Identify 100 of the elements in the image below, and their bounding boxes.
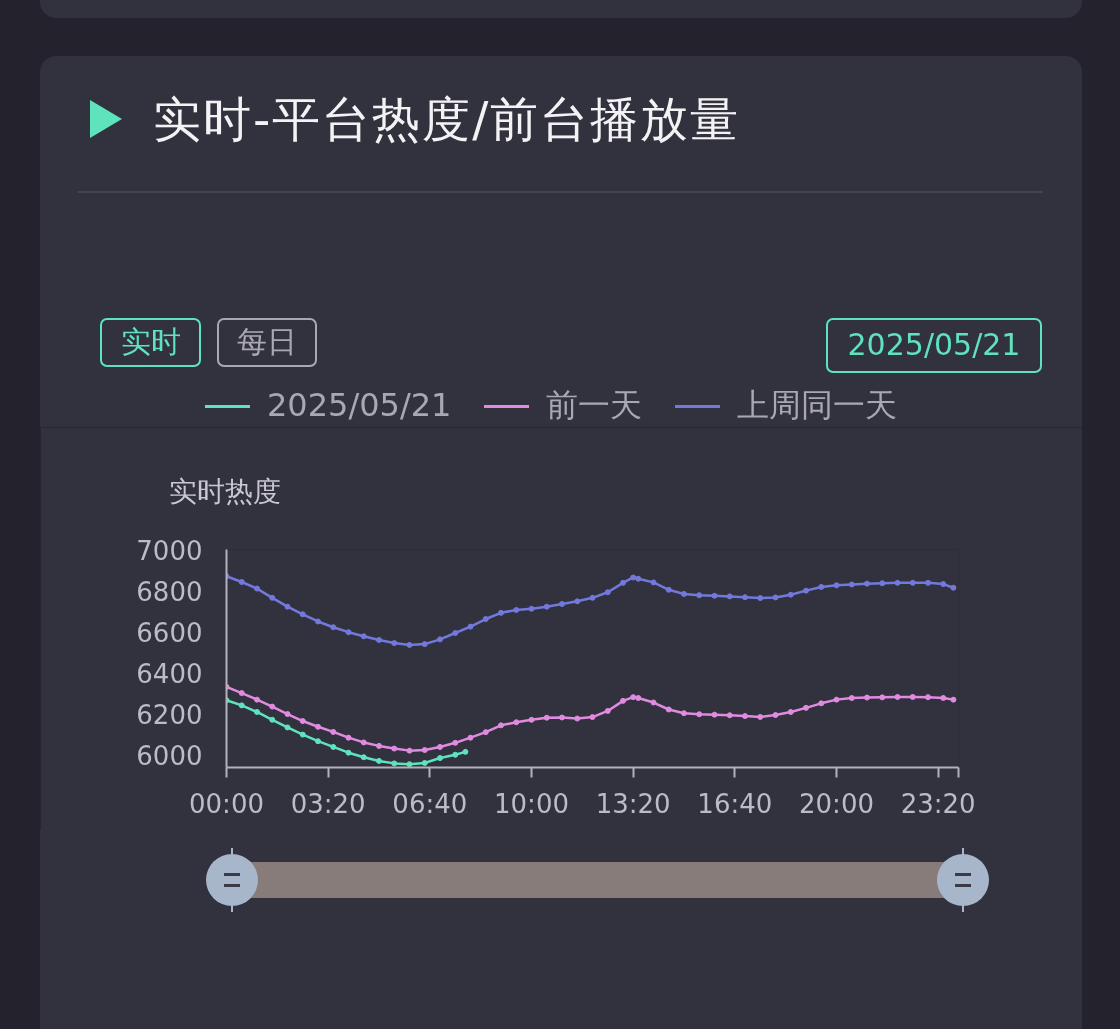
point (940, 581, 947, 588)
point (620, 579, 626, 586)
text: 每日 (217, 318, 317, 367)
y-tick-label: 6800 (136, 576, 203, 607)
y-tick-label: 6400 (136, 658, 203, 689)
point (726, 593, 733, 600)
point (620, 697, 626, 704)
x-tick-label: 23:20 (900, 788, 976, 819)
point (513, 719, 520, 726)
point (879, 694, 886, 701)
x-tick-label: 03:20 (290, 788, 366, 819)
point (787, 708, 794, 715)
point (726, 712, 733, 719)
point (950, 696, 957, 703)
point (330, 728, 337, 735)
point (238, 690, 245, 697)
legend-label: 上周同一天 (737, 385, 898, 427)
point (630, 574, 637, 581)
point (894, 693, 901, 700)
point (254, 696, 260, 703)
point (315, 738, 321, 745)
point (803, 587, 809, 594)
point (269, 703, 276, 710)
point (360, 633, 367, 640)
point (391, 745, 398, 752)
point (757, 713, 764, 720)
point (437, 636, 443, 643)
point (909, 693, 916, 700)
point (406, 641, 413, 648)
point (559, 714, 565, 721)
point (665, 586, 672, 593)
point (543, 603, 550, 610)
point (391, 640, 398, 647)
point (864, 694, 870, 701)
point (742, 594, 748, 601)
x-tick-label: 06:40 (392, 788, 468, 819)
point (711, 711, 718, 718)
point (543, 714, 550, 721)
point (299, 611, 306, 618)
point (909, 579, 916, 586)
point (742, 713, 748, 720)
point (360, 754, 367, 761)
y-tick-label: 6600 (136, 617, 203, 648)
chart-title: 实时-平台热度/前台播放量 (153, 91, 741, 147)
point (376, 757, 382, 764)
point (950, 584, 957, 591)
point (421, 747, 428, 754)
point (299, 731, 306, 738)
point (269, 594, 276, 601)
point (696, 592, 703, 599)
point (574, 598, 581, 605)
point (452, 751, 459, 758)
point (498, 722, 504, 729)
point (833, 696, 840, 703)
point (681, 710, 687, 717)
point (437, 755, 443, 762)
point (833, 582, 840, 589)
text: 实时 (100, 318, 201, 367)
point (315, 618, 321, 625)
point (482, 729, 489, 736)
point (650, 579, 657, 586)
point (665, 706, 672, 713)
point (879, 580, 886, 587)
point (818, 700, 825, 707)
point (391, 760, 398, 767)
x-tick-label: 00:00 (189, 788, 264, 819)
point (421, 759, 428, 766)
point (345, 749, 352, 756)
point (482, 616, 489, 623)
point (559, 601, 565, 607)
point (574, 715, 581, 722)
point (315, 723, 321, 730)
point (772, 594, 779, 601)
point (635, 694, 642, 701)
point (589, 594, 596, 601)
point (269, 716, 276, 723)
point (772, 712, 779, 719)
point (528, 716, 535, 723)
point (864, 580, 870, 587)
point (630, 694, 637, 701)
y-tick-label: 6000 (136, 741, 203, 772)
legend-label: 前一天 (546, 385, 643, 427)
x-tick-label: 10:00 (494, 788, 569, 819)
x-tick-label: 13:20 (595, 788, 671, 819)
y-tick-label: 7000 (136, 535, 203, 566)
y-tick-label: 6200 (136, 700, 203, 731)
point (238, 579, 245, 585)
x-tick-label: 16:40 (697, 788, 773, 819)
point (345, 734, 352, 741)
point (284, 603, 291, 610)
point (406, 747, 413, 754)
point (894, 579, 901, 586)
point (467, 623, 474, 630)
point (589, 714, 596, 721)
point (604, 589, 611, 596)
point (787, 591, 794, 598)
point (848, 581, 855, 588)
legend-label: 2025/05/21 (267, 385, 452, 427)
point (452, 630, 459, 636)
point (711, 592, 718, 599)
